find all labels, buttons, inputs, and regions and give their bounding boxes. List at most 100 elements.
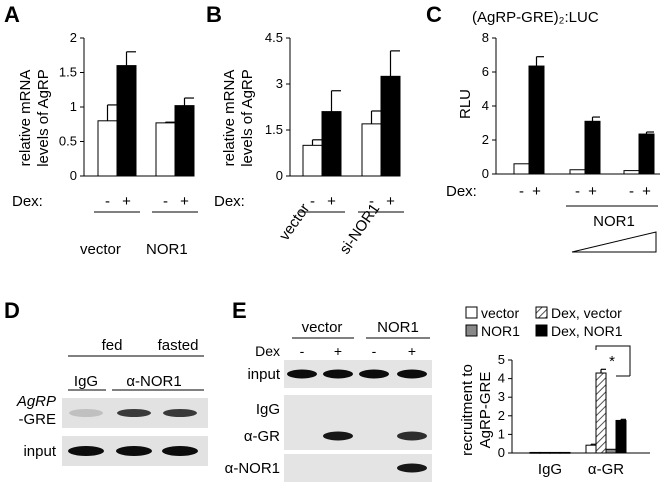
bar bbox=[549, 451, 561, 454]
panel-label-a: A bbox=[4, 2, 20, 27]
dex-sign: + bbox=[532, 183, 541, 200]
significance-bracket bbox=[595, 345, 631, 376]
bar bbox=[116, 65, 137, 177]
y-tick-label: 2 bbox=[482, 132, 489, 147]
panel-d-lane-anor1: α-NOR1 bbox=[126, 373, 181, 390]
dex-sign: + bbox=[386, 193, 395, 210]
dex-sign: + bbox=[408, 343, 416, 359]
bar bbox=[615, 419, 627, 454]
y-tick-label: 1.5 bbox=[265, 122, 283, 137]
panel-c-dex-label: Dex: bbox=[446, 183, 477, 200]
y-tick-label: 1 bbox=[70, 99, 77, 114]
gel-band bbox=[163, 409, 197, 417]
y-tick-label: 0 bbox=[482, 166, 489, 181]
legend-swatch bbox=[535, 306, 548, 319]
gel-row-label: IgG bbox=[256, 401, 280, 418]
y-tick-label: 4 bbox=[482, 98, 489, 113]
legend-swatch bbox=[535, 324, 548, 337]
y-tick-label: 0.5 bbox=[59, 134, 77, 149]
bar bbox=[155, 122, 176, 177]
panel-d-header-fed: fed bbox=[102, 337, 123, 354]
dex-sign: + bbox=[180, 193, 189, 210]
gel-band bbox=[116, 446, 152, 456]
panel-e-header-nor1: NOR1 bbox=[377, 319, 419, 336]
panel-c-ylabel: RLU bbox=[457, 89, 474, 119]
gel-band bbox=[397, 463, 427, 473]
panel-c-dose-wedge bbox=[571, 231, 657, 253]
dex-sign: + bbox=[588, 183, 597, 200]
gel-band bbox=[359, 369, 389, 379]
category-label: α-GR bbox=[588, 461, 624, 478]
y-tick-label: 8 bbox=[482, 30, 489, 45]
panel-e-header-vector: vector bbox=[302, 319, 343, 336]
gel-row bbox=[284, 395, 432, 423]
panel-a-group-vector: vector bbox=[80, 241, 121, 258]
legend-label: vector bbox=[481, 305, 519, 321]
legend-swatch bbox=[465, 324, 478, 337]
panel-c-title: (AgRP-GRE)₂:LUC bbox=[472, 9, 599, 26]
gel-band bbox=[287, 369, 317, 379]
y-tick-label: 3 bbox=[498, 389, 505, 404]
dex-sign: - bbox=[519, 183, 524, 200]
bar bbox=[569, 169, 586, 175]
bar bbox=[539, 451, 551, 454]
panel-d-row1-line1: AgRP bbox=[16, 393, 56, 410]
bar bbox=[584, 120, 601, 175]
gel-band bbox=[397, 431, 427, 441]
bar bbox=[380, 75, 401, 177]
panel-d-lane-igg: IgG bbox=[74, 373, 98, 390]
gel-panel-e: vector NOR1 Dex - + - + input IgG α-GR α-NOR1 bbox=[225, 319, 432, 482]
panel-b-ylabel-line2: levels of AgRP bbox=[239, 69, 256, 167]
panel-d-header-fasted: fasted bbox=[158, 337, 199, 354]
gel-row-label: input bbox=[247, 366, 280, 383]
bar bbox=[623, 170, 640, 175]
legend-label: Dex, vector bbox=[551, 305, 622, 321]
bar bbox=[605, 448, 617, 454]
dex-sign: + bbox=[122, 193, 131, 210]
bar bbox=[528, 65, 545, 175]
panel-b-ylabel-line1: relative mRNA bbox=[221, 70, 238, 167]
gel-band bbox=[68, 446, 104, 456]
bar bbox=[529, 451, 541, 454]
y-tick-label: 2 bbox=[70, 30, 77, 45]
y-tick-label: 6 bbox=[482, 64, 489, 79]
chart-panel-a: relative mRNA levels of AgRP Dex: vector… bbox=[12, 30, 198, 258]
panel-a-group-nor1: NOR1 bbox=[146, 241, 188, 258]
gel-band bbox=[323, 431, 353, 441]
chart-panel-e: recruitment to AgRP-GRE 0 1 2 3 4 5 IgG α-GR vec… bbox=[459, 305, 650, 478]
gel-band bbox=[323, 369, 353, 379]
gel-band bbox=[162, 446, 198, 456]
bar bbox=[559, 451, 571, 454]
bar bbox=[174, 105, 195, 177]
gel-row-label: α-GR bbox=[244, 428, 280, 445]
gel-band bbox=[117, 409, 151, 417]
legend-swatch bbox=[465, 306, 478, 319]
dex-sign: - bbox=[105, 193, 110, 210]
bar bbox=[595, 372, 607, 454]
dex-sign: - bbox=[629, 183, 634, 200]
dex-sign: + bbox=[327, 193, 336, 210]
significance-star: * bbox=[609, 353, 615, 370]
y-tick-label: 2 bbox=[498, 408, 505, 423]
y-tick-label: 4.5 bbox=[265, 30, 283, 45]
dex-sign: - bbox=[575, 183, 580, 200]
gel-band bbox=[69, 409, 103, 417]
y-tick-label: 0 bbox=[498, 445, 505, 460]
dex-sign: - bbox=[372, 343, 377, 359]
dex-sign: - bbox=[369, 193, 374, 210]
panel-b-dex-label: Dex: bbox=[214, 193, 245, 210]
dex-sign: - bbox=[310, 193, 315, 210]
panel-e-ylabel-line1: recruitment to bbox=[459, 364, 476, 456]
panel-d-row1-line2: -GRE bbox=[19, 411, 57, 428]
bar bbox=[361, 123, 382, 177]
chart-panel-b: relative mRNA levels of AgRP Dex: vector… bbox=[214, 30, 404, 257]
category-label: IgG bbox=[538, 461, 562, 478]
panel-a-dex-label: Dex: bbox=[12, 193, 43, 210]
bar bbox=[302, 144, 323, 177]
panel-a-ylabel-line2: levels of AgRP bbox=[35, 69, 52, 167]
panel-label-e: E bbox=[232, 298, 247, 323]
dex-sign: + bbox=[642, 183, 651, 200]
dex-sign: - bbox=[300, 343, 305, 359]
panel-label-b: B bbox=[206, 2, 222, 27]
